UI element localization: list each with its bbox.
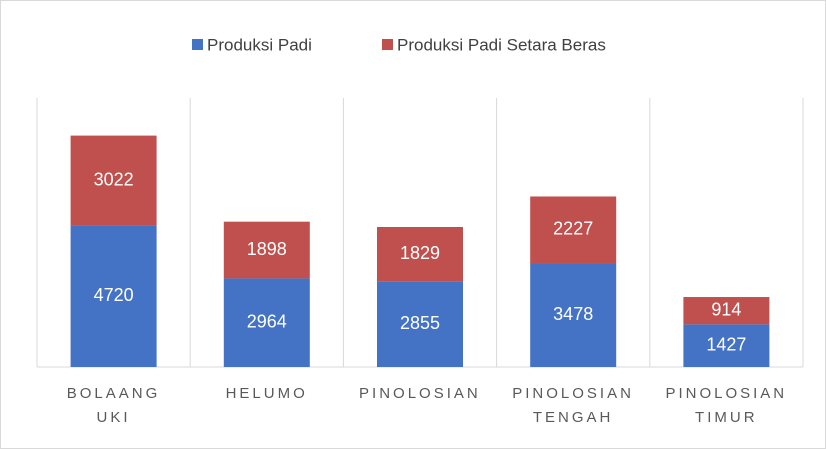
data-label: 1427 — [706, 334, 746, 354]
data-label: 4720 — [94, 285, 134, 305]
x-tick-label: HELUMO — [225, 385, 308, 402]
data-label: 914 — [711, 299, 741, 319]
bar-segment — [377, 227, 463, 282]
x-tick-label: BOLAANG UKI — [66, 385, 161, 426]
x-tick-label: PINOLOSIAN TENGAH — [512, 385, 634, 426]
x-tick-label: PINOLOSIAN TIMUR — [665, 385, 788, 426]
legend-label: Produksi Padi Setara Beras — [397, 35, 606, 54]
legend-swatch — [192, 39, 203, 50]
data-label: 2227 — [553, 219, 593, 239]
bar-segment — [223, 221, 310, 279]
data-label: 2855 — [400, 313, 440, 333]
bar-segment — [377, 281, 463, 367]
bar-segment — [683, 297, 770, 325]
data-label: 3478 — [553, 304, 593, 324]
data-label: 2964 — [247, 311, 287, 331]
data-label: 1898 — [247, 239, 287, 259]
bar-segment — [223, 278, 310, 367]
data-label: 1829 — [400, 243, 440, 263]
data-label: 3022 — [94, 170, 134, 190]
x-tick-label: PINOLOSIAN — [359, 385, 481, 402]
bar-segment — [70, 135, 157, 226]
bar-segment — [683, 324, 770, 367]
bar-segment — [530, 196, 617, 264]
bar-segment — [530, 263, 617, 367]
bar-segment — [70, 225, 157, 367]
legend-swatch — [382, 39, 393, 50]
legend-label: Produksi Padi — [207, 35, 312, 54]
